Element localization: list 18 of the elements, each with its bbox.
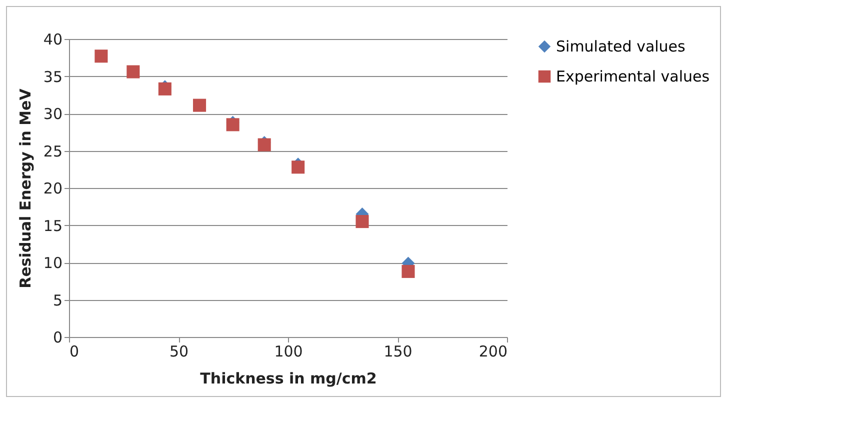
x-axis-title: Thickness in mg/cm2: [200, 370, 377, 388]
legend-label: Simulated values: [556, 38, 686, 56]
y-tick-label: 40: [43, 30, 62, 48]
y-axis-title: Residual Energy in MeV: [16, 88, 34, 288]
x-tick-label: 0: [70, 342, 80, 360]
y-tick-label: 10: [43, 254, 62, 272]
x-tick-label: 150: [384, 342, 412, 360]
x-tick-label: 200: [478, 342, 508, 360]
y-tick-label: 20: [43, 180, 62, 198]
y-tick-label: 35: [43, 68, 62, 86]
y-tick-label: 5: [52, 291, 62, 310]
y-tick-label: 15: [43, 216, 62, 235]
y-tick-label: 25: [43, 142, 62, 160]
y-tick-label: 30: [43, 105, 62, 123]
legend-label: Experimental values: [556, 68, 710, 86]
x-tick-label: 50: [169, 342, 189, 360]
y-tick-label: 0: [52, 328, 62, 346]
x-tick-label: 100: [274, 342, 303, 360]
